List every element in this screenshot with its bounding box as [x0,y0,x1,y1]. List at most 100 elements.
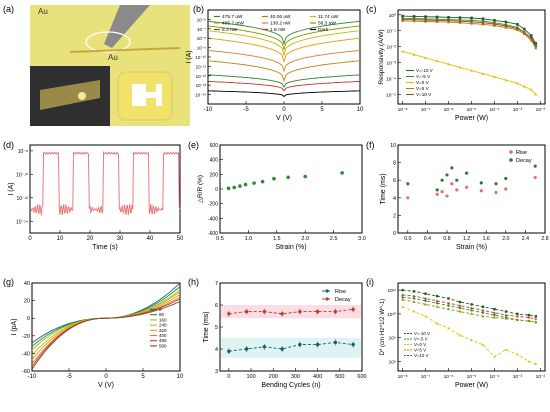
data-point [493,307,496,311]
data-point [238,184,242,188]
y-tick-label: 10⁻⁹ [197,46,206,51]
data-point [412,53,416,56]
x-tick-label: 10⁻⁷ [421,107,431,113]
iv-curve [207,74,361,89]
data-point [440,178,444,182]
inset-equipment [40,80,100,110]
x-tick-label: 2.8 [541,236,548,242]
y-tick-label: 10⁻¹² [16,196,28,202]
iv-curve [207,90,361,98]
data-point [465,171,469,175]
data-point [244,347,249,351]
data-point [470,306,473,309]
legend-label: 320 [159,328,167,333]
data-point [504,78,508,82]
data-point [243,182,248,187]
data-point [333,309,338,314]
iv-curve [207,25,361,52]
x-tick-label: 5 [141,374,145,380]
series-line [228,308,354,315]
photo-label-au-top: Au [38,7,48,16]
x-tick-label: 10⁻² [536,107,546,113]
data-point [445,173,449,177]
y-tick-label: 10⁻¹² [196,74,207,79]
panel-i: 10⁻⁸ 10⁻⁷ 10⁻⁶ 10⁻⁵ 10⁻⁴ 10⁻³ 10⁻² 10¹¹ 10¹⁰ 10⁹ 1… [380,282,546,389]
series-line [228,341,354,352]
data-point [424,296,427,300]
data-point [481,311,485,314]
y-tick-label: 3 [215,369,218,375]
x-tick-label: 10⁻⁸ [398,374,408,380]
data-point [435,302,439,305]
data-point [504,187,508,191]
iv-curve [207,20,361,46]
inset-light-spot [78,92,86,100]
data-point [458,16,462,19]
data-point [435,18,439,22]
y-tick-label: -400 [208,216,218,222]
data-point [522,30,526,34]
panel-label-h: (h) [188,277,199,287]
data-point [412,300,416,304]
y-tick-label: 10⁻¹⁰ [16,172,28,178]
data-point [493,315,496,319]
x-axis-label: V (V) [98,382,114,389]
data-point [516,318,519,321]
data-point [516,23,519,26]
data-point [458,306,462,310]
data-point [534,317,538,320]
iv-curve [207,49,361,73]
data-point [481,343,485,346]
decay-band [221,305,361,319]
data-point [424,292,427,295]
metal-probe [104,5,150,48]
y-axis-label: I (pA) [11,318,18,335]
data-point [479,189,483,193]
data-point [493,19,496,22]
photo-label-au-bottom: Au [108,53,118,62]
y-axis-label: I (A) [186,50,193,63]
device-channel [85,31,131,53]
data-point [533,164,537,168]
data-point [492,24,496,27]
y-tick-label: 0 [27,316,30,322]
data-point [262,345,267,349]
data-point [516,352,519,356]
data-point [458,310,462,313]
y-tick-label: 10⁻⁸ [197,36,206,41]
data-point [522,32,526,35]
chip-electrode-pattern [132,84,162,106]
iv-curve [207,37,361,64]
x-tick-label: 1.2 [463,236,470,242]
iv-curve [31,301,181,370]
data-point [447,304,450,307]
data-point [527,313,531,317]
data-point [504,313,508,317]
x-tick-label: 2.4 [522,236,529,242]
x-tick-label: 300 [291,374,300,380]
data-point [227,312,231,316]
data-point [450,166,454,170]
legend-label: V=-10 V [416,68,434,73]
data-point [244,309,249,314]
panel-label-f: (f) [366,140,375,150]
data-point [504,348,508,351]
data-point [447,297,450,300]
data-point [435,305,439,308]
x-tick-label: 10⁻² [536,374,546,380]
data-point [440,190,444,194]
data-point [470,312,473,315]
y-tick-label: 10⁻⁷ [197,27,206,32]
legend-label: 40.06 uW [270,14,291,20]
x-tick-label: 400 [313,374,322,380]
y-tick-label: 4 [393,196,396,202]
legend-label: V=-10 V [414,331,430,336]
legend-label: 400 [159,333,167,338]
legend-label: V=5 V [414,348,426,353]
data-point [529,88,533,91]
data-point [262,309,267,314]
data-point [435,321,439,325]
x-axis-label: Bending Cycles (n) [261,382,320,389]
panel-label-i: (i) [366,277,374,287]
x-tick-label: -10 [204,107,213,113]
